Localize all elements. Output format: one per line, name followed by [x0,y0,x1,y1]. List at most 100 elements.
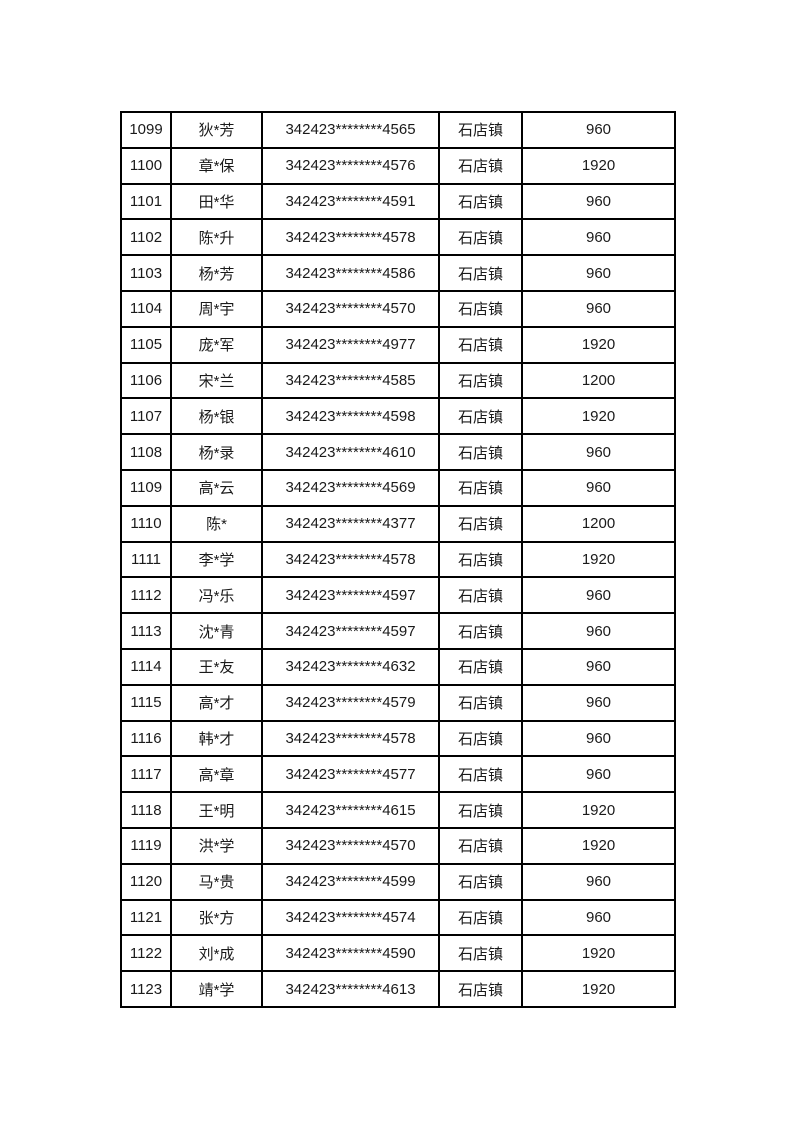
id-number-cell: 342423********4610 [261,433,440,471]
serial-cell: 1112 [120,576,172,615]
serial-cell: 1117 [120,755,172,794]
id-number-cell: 342423********4577 [261,755,440,794]
serial-cell: 1122 [120,934,172,973]
name-cell: 冯*乐 [170,576,263,615]
town-cell: 石店镇 [438,254,523,292]
town-cell: 石店镇 [438,612,523,650]
id-number-cell: 342423********4574 [261,898,440,937]
name-cell: 洪*学 [170,826,263,865]
town-cell: 石店镇 [438,755,523,794]
town-cell: 石店镇 [438,325,523,364]
id-number-cell: 342423********4597 [261,612,440,650]
name-cell: 周*宇 [170,289,263,328]
id-number-cell: 342423********4632 [261,647,440,686]
id-number-cell: 342423********4578 [261,540,440,579]
amount-cell: 960 [521,647,676,686]
name-cell: 韩*才 [170,719,263,758]
town-cell: 石店镇 [438,826,523,865]
amount-cell: 960 [521,862,676,901]
name-cell: 高*云 [170,468,263,507]
id-number-cell: 342423********4576 [261,146,440,185]
id-number-cell: 342423********4590 [261,934,440,973]
amount-cell: 960 [521,612,676,650]
serial-cell: 1121 [120,898,172,937]
table-row: 1102 陈*升 342423********4578 石店镇 960 [120,218,676,257]
serial-cell: 1123 [120,970,172,1008]
town-cell: 石店镇 [438,862,523,901]
amount-cell: 960 [521,683,676,722]
amount-cell: 960 [521,289,676,328]
amount-cell: 1920 [521,146,676,185]
id-number-cell: 342423********4565 [261,111,440,149]
serial-cell: 1120 [120,862,172,901]
town-cell: 石店镇 [438,898,523,937]
table-row: 1104 周*宇 342423********4570 石店镇 960 [120,289,676,328]
serial-cell: 1119 [120,826,172,865]
table-row: 1100 章*保 342423********4576 石店镇 1920 [120,146,676,185]
serial-cell: 1102 [120,218,172,257]
name-cell: 王*明 [170,791,263,829]
amount-cell: 1920 [521,397,676,436]
table-row: 1108 杨*录 342423********4610 石店镇 960 [120,433,676,471]
serial-cell: 1105 [120,325,172,364]
id-number-cell: 342423********4591 [261,182,440,221]
table-row: 1105 庞*军 342423********4977 石店镇 1920 [120,325,676,364]
amount-cell: 1200 [521,504,676,543]
name-cell: 刘*成 [170,934,263,973]
serial-cell: 1115 [120,683,172,722]
id-number-cell: 342423********4599 [261,862,440,901]
table-row: 1110 陈* 342423********4377 石店镇 1200 [120,504,676,543]
serial-cell: 1100 [120,146,172,185]
id-number-cell: 342423********4597 [261,576,440,615]
table-row: 1116 韩*才 342423********4578 石店镇 960 [120,719,676,758]
town-cell: 石店镇 [438,468,523,507]
amount-cell: 960 [521,111,676,149]
amount-cell: 960 [521,182,676,221]
name-cell: 沈*青 [170,612,263,650]
serial-cell: 1118 [120,791,172,829]
id-number-cell: 342423********4570 [261,826,440,865]
serial-cell: 1114 [120,647,172,686]
amount-cell: 960 [521,468,676,507]
serial-cell: 1103 [120,254,172,292]
id-number-cell: 342423********4377 [261,504,440,543]
table-row: 1103 杨*芳 342423********4586 石店镇 960 [120,254,676,292]
id-number-cell: 342423********4585 [261,361,440,400]
serial-cell: 1109 [120,468,172,507]
name-cell: 李*学 [170,540,263,579]
name-cell: 靖*学 [170,970,263,1008]
serial-cell: 1106 [120,361,172,400]
id-number-cell: 342423********4586 [261,254,440,292]
name-cell: 田*华 [170,182,263,221]
table-row: 1115 高*才 342423********4579 石店镇 960 [120,683,676,722]
name-cell: 马*贵 [170,862,263,901]
table-row: 1101 田*华 342423********4591 石店镇 960 [120,182,676,221]
name-cell: 高*才 [170,683,263,722]
records-table-body: 1099 狄*芳 342423********4565 石店镇 960 1100… [120,111,676,1008]
serial-cell: 1108 [120,433,172,471]
amount-cell: 1920 [521,540,676,579]
town-cell: 石店镇 [438,647,523,686]
id-number-cell: 342423********4579 [261,683,440,722]
amount-cell: 960 [521,755,676,794]
town-cell: 石店镇 [438,397,523,436]
id-number-cell: 342423********4598 [261,397,440,436]
town-cell: 石店镇 [438,218,523,257]
town-cell: 石店镇 [438,934,523,973]
id-number-cell: 342423********4977 [261,325,440,364]
name-cell: 章*保 [170,146,263,185]
name-cell: 张*方 [170,898,263,937]
name-cell: 高*章 [170,755,263,794]
table-row: 1121 张*方 342423********4574 石店镇 960 [120,898,676,937]
id-number-cell: 342423********4570 [261,289,440,328]
table-row: 1112 冯*乐 342423********4597 石店镇 960 [120,576,676,615]
name-cell: 宋*兰 [170,361,263,400]
table-row: 1117 高*章 342423********4577 石店镇 960 [120,755,676,794]
town-cell: 石店镇 [438,504,523,543]
serial-cell: 1101 [120,182,172,221]
amount-cell: 960 [521,254,676,292]
serial-cell: 1110 [120,504,172,543]
name-cell: 杨*芳 [170,254,263,292]
serial-cell: 1111 [120,540,172,579]
